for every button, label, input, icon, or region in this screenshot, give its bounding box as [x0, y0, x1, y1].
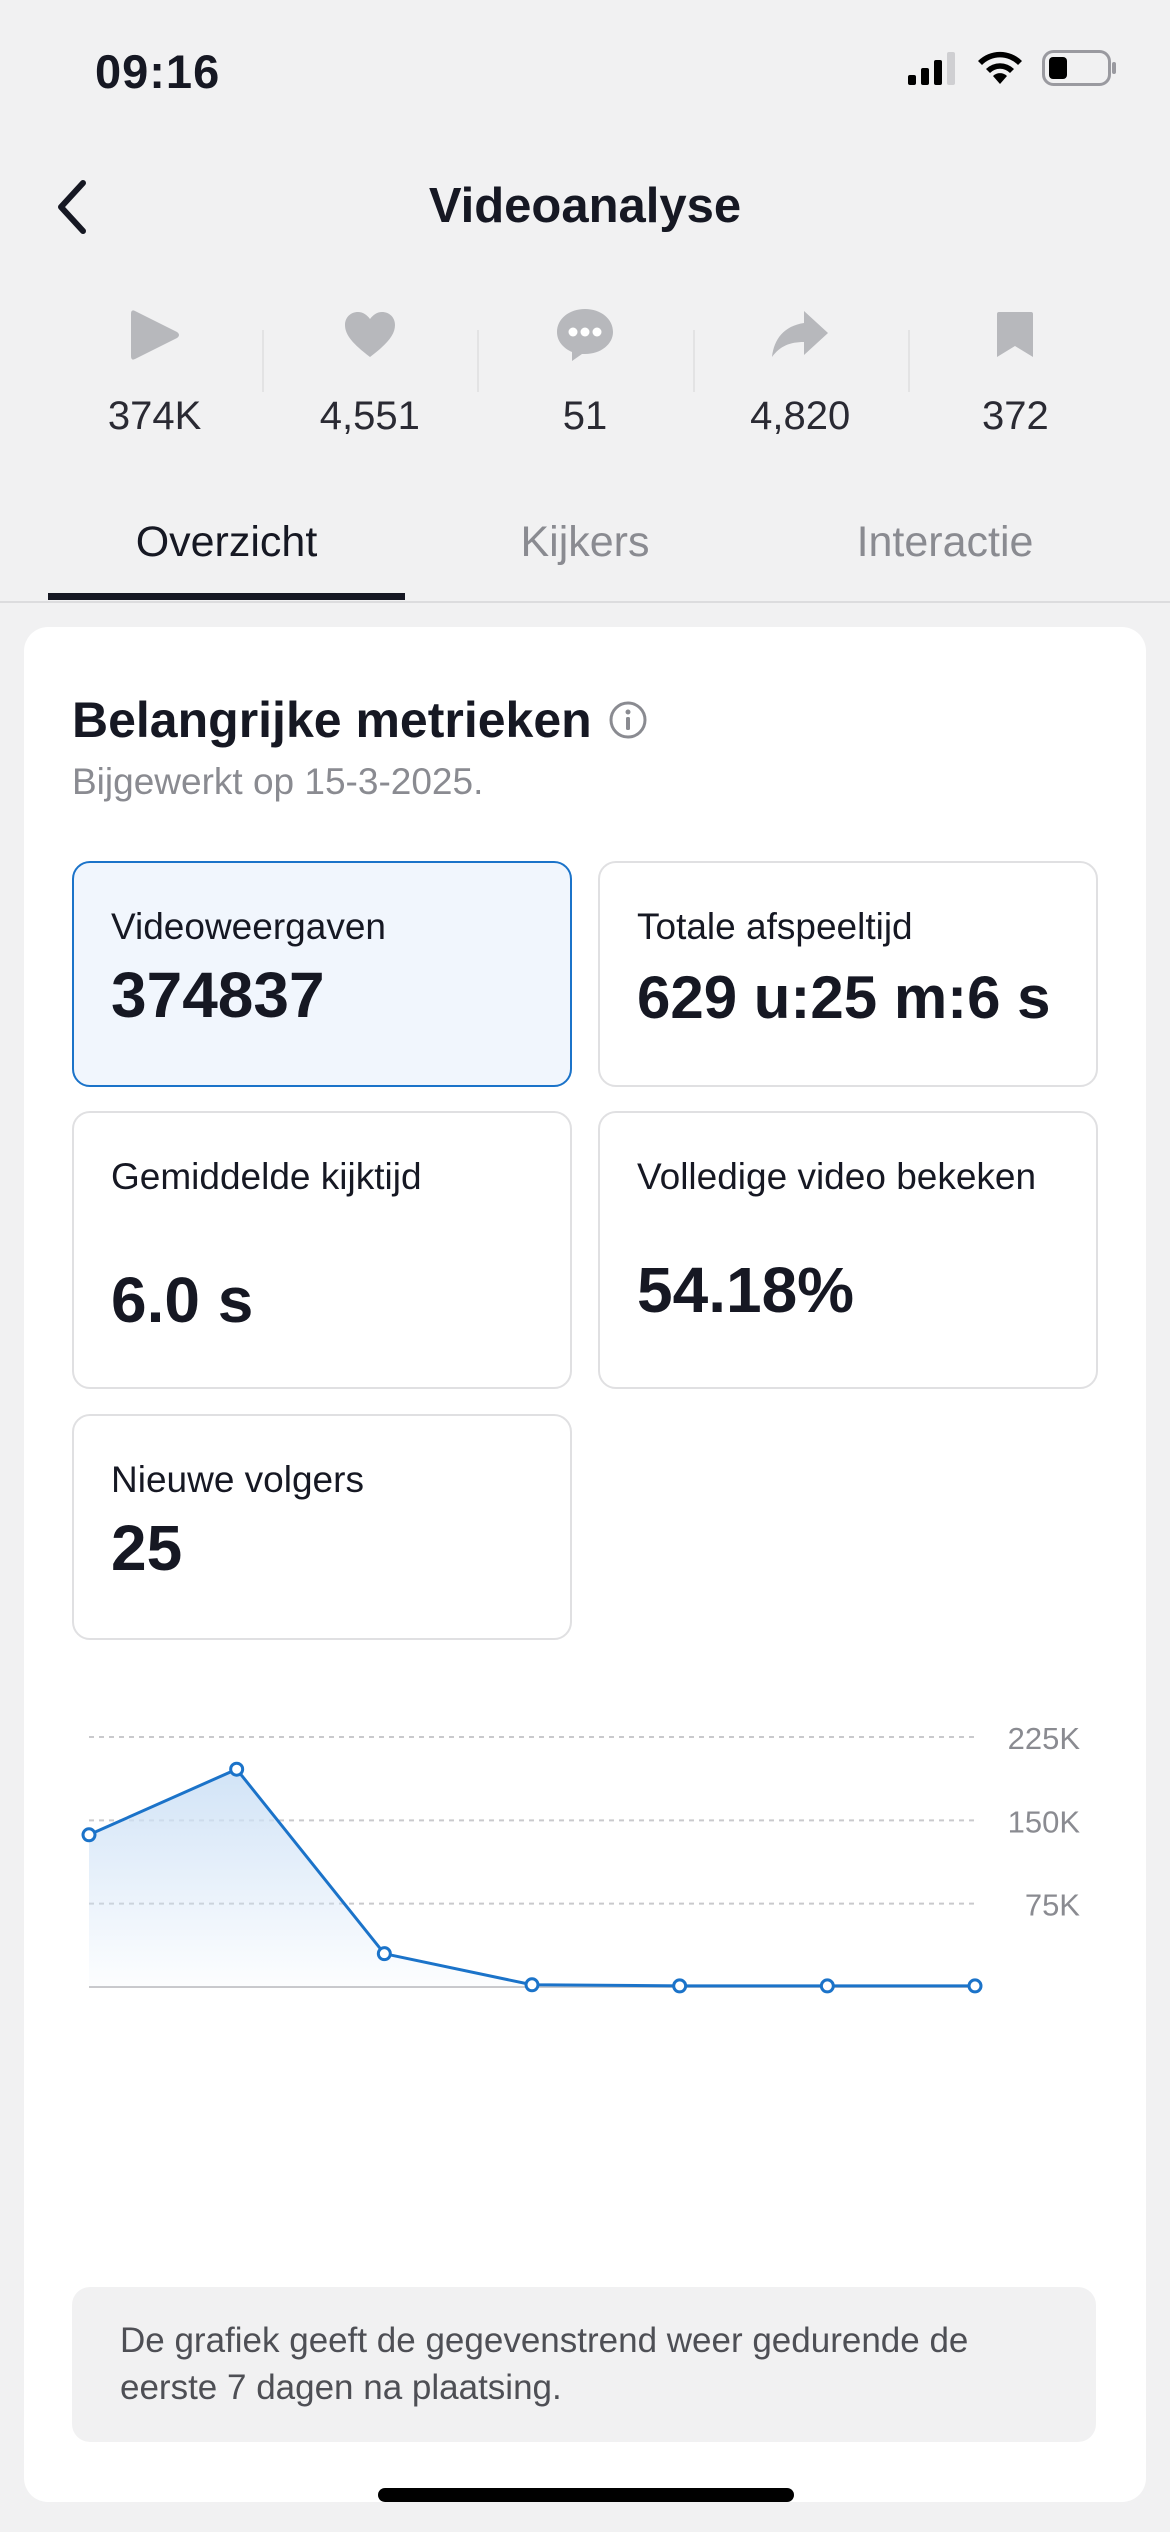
metric-card-kijktijd[interactable]: Gemiddelde kijktijd 6.0 s: [72, 1111, 572, 1389]
updated-date: Bijgewerkt op 15-3-2025.: [72, 761, 484, 802]
page-title: Videoanalyse: [428, 179, 742, 233]
stat-value: 4,551: [319, 394, 420, 438]
key-metrics-card: Belangrijke metrieken Bijgewerkt op 15-3…: [24, 627, 1146, 2502]
metric-value: 629 u:25 m:6 s: [637, 964, 1051, 1031]
metric-card-nieuwe-volgers[interactable]: Nieuwe volgers 25: [72, 1414, 572, 1640]
data-point: [229, 1761, 245, 1777]
active-tab-indicator: [48, 593, 405, 600]
signal-icon: [908, 52, 955, 85]
y-tick-label: 75K: [1025, 1888, 1080, 1923]
header: Videoanalyse: [0, 150, 1170, 260]
metric-value: 6.0 s: [111, 1264, 254, 1336]
metric-card-volledig-bekeken[interactable]: Volledige video bekeken 54.18%: [598, 1111, 1098, 1389]
share-icon: [772, 311, 829, 357]
views-chart: 225K150K75K11 jan17 jan: [81, 1721, 1081, 1994]
data-point: [819, 1978, 835, 1994]
status-time: 09:16: [95, 45, 221, 98]
stat-comments: 51: [477, 300, 692, 450]
metric-card-afspeeltijd[interactable]: Totale afspeeltijd 629 u:25 m:6 s: [598, 861, 1098, 1087]
play-icon: [130, 310, 179, 360]
chevron-left-icon: [58, 180, 86, 234]
stat-views: 374K: [47, 300, 262, 450]
home-indicator: [378, 2488, 794, 2502]
metric-value: 25: [111, 1512, 183, 1584]
chart-area: [89, 1769, 975, 1987]
status-icons: [908, 50, 1118, 86]
wifi-icon: [978, 51, 1022, 84]
stat-value: 4,820: [750, 394, 851, 438]
data-point: [376, 1946, 392, 1962]
metric-label: Totale afspeeltijd: [637, 906, 913, 947]
status-bar: 09:16: [0, 0, 1170, 140]
section-title: Belangrijke metrieken: [72, 691, 648, 749]
data-point: [524, 1977, 540, 1993]
comment-icon: [557, 309, 613, 361]
metric-label: Volledige video bekeken: [637, 1156, 1037, 1197]
y-tick-label: 225K: [1008, 1721, 1081, 1756]
metric-card-videoweergaven[interactable]: Videoweergaven 374837: [72, 861, 572, 1087]
data-point: [967, 1978, 983, 1994]
heart-icon: [344, 312, 395, 357]
back-button[interactable]: [38, 172, 108, 242]
metric-label: Videoweergaven: [111, 906, 386, 947]
metric-label: Nieuwe volgers: [111, 1459, 364, 1500]
stat-shares: 4,820: [692, 300, 908, 450]
tab-overzicht[interactable]: Overzicht: [135, 518, 318, 566]
metric-value: 374837: [111, 959, 325, 1031]
stat-value: 374K: [107, 394, 202, 438]
stat-value: 372: [982, 394, 1049, 438]
stat-likes: 4,551: [262, 300, 477, 450]
metric-label: Gemiddelde kijktijd: [111, 1156, 422, 1197]
chart-note: De grafiek geeft de gegevenstrend weer g…: [72, 2287, 1096, 2442]
bookmark-icon: [997, 312, 1034, 357]
info-icon[interactable]: [608, 700, 648, 740]
y-tick-label: 150K: [1008, 1804, 1081, 1839]
stat-saves: 372: [907, 300, 1123, 450]
tab-interactie[interactable]: Interactie: [856, 518, 1034, 566]
data-point: [81, 1827, 97, 1843]
section-title-text: Belangrijke metrieken: [72, 692, 592, 748]
tab-kijkers[interactable]: Kijkers: [520, 518, 650, 566]
stat-value: 51: [562, 394, 608, 438]
battery-icon: [1042, 50, 1116, 86]
metric-value: 54.18%: [637, 1254, 855, 1326]
tab-bar: Overzicht Kijkers Interactie: [0, 500, 1170, 603]
stats-row: 374K 4,551 51: [47, 300, 1123, 450]
data-point: [672, 1978, 688, 1994]
